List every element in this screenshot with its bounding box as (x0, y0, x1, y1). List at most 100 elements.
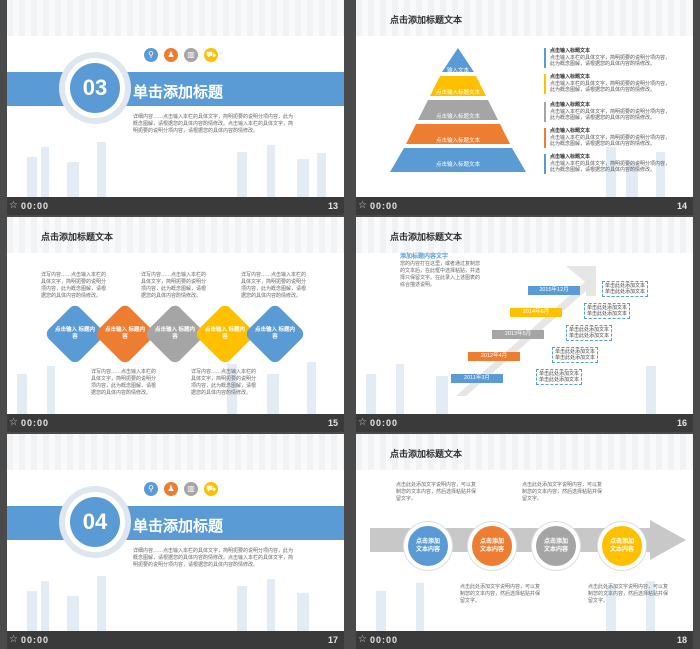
pyramid-item-text[interactable]: 点击输入标题文本 点击输入本栏的具体文字，简明扼要的说明分项内容，此为概念图解，请… (544, 74, 670, 94)
slide-thumb-15[interactable]: 点击添加标题文本 详写内容……点击输入本栏的具体文字，简明扼要的说明分项内容，此… (7, 217, 344, 432)
slide-thumb-13[interactable]: ⚲ ♟ ▥ ⛟ 单击添加标题 03 详细内容……点击输入本栏的具体文字，简明扼要… (7, 0, 344, 215)
slide-number: 16 (676, 418, 687, 428)
star-icon[interactable]: ☆ (9, 200, 18, 211)
section-title[interactable]: 单击添加标题 (133, 84, 224, 101)
pyramid-label[interactable]: 点击输入标题文本 (435, 90, 480, 96)
top-pattern (356, 0, 693, 36)
note-box[interactable]: 单击此处添加文本 单击此处添加文本 (536, 369, 583, 385)
note-box[interactable]: 单击此处添加文本 单击此处添加文本 (602, 281, 649, 297)
diamond-node[interactable]: 点击输入 标题内容 (243, 302, 307, 366)
section-number-badge: 03 (59, 52, 131, 124)
slide-title[interactable]: 点击添加标题文本 (390, 15, 463, 25)
slide-footer: ☆ 00:00 15 (7, 414, 344, 432)
star-icon[interactable]: ☆ (358, 200, 367, 211)
city-skyline (27, 576, 309, 631)
text-block[interactable]: 详写内容……点击输入本栏的具体文字，简明扼要的说明分项内容，此为概念图解，请根据… (241, 272, 307, 299)
pyramid-label[interactable]: 点击输入标题文本 (435, 162, 480, 168)
slide-footer: ☆ 00:00 16 (356, 414, 693, 432)
slide-number: 18 (676, 635, 687, 645)
process-node[interactable]: 点击添加 文本内容 (532, 522, 580, 570)
section-number: 04 (70, 497, 120, 547)
section-number: 03 (70, 63, 120, 113)
chart-icon: ▥ (184, 482, 198, 496)
slide-canvas: 点击添加标题文本 点击添加 文本内容 点击添加 文本内容 点击添加 文本内容 点… (356, 434, 693, 631)
pyramid-item-text[interactable]: 点击输入标题文本 点击输入本栏的具体文字，简明扼要的说明分项内容，此为概念图解，请… (544, 154, 670, 174)
stair-arrow (456, 266, 596, 396)
people-icon: ♟ (164, 482, 178, 496)
description-text[interactable]: 您的内容打在这里，或者通过复制您的文本后，在此框中选择粘贴，并选择只保留文字。在… (400, 261, 481, 288)
star-icon[interactable]: ☆ (9, 634, 18, 645)
car-icon: ⛟ (204, 482, 218, 496)
subtitle[interactable]: 添加标题内容文字 (400, 254, 449, 260)
section-title[interactable]: 单击添加标题 (133, 518, 224, 535)
slide-canvas: ⚲ ♟ ▥ ⛟ 单击添加标题 04 详细内容……点击输入本栏的具体文字，简明扼要… (7, 434, 344, 631)
timing-label: 00:00 (21, 201, 50, 211)
section-number-badge: 04 (59, 486, 131, 558)
pyramid-item-text[interactable]: 点击输入标题文本 点击输入本栏的具体文字，简明扼要的说明分项内容，此为概念图解，请… (544, 102, 670, 122)
slide-thumb-18[interactable]: 点击添加标题文本 点击添加 文本内容 点击添加 文本内容 点击添加 文本内容 点… (356, 434, 693, 649)
note-box[interactable]: 单击此处添加文本 单击此处添加文本 (566, 325, 613, 341)
slide-number: 15 (327, 418, 338, 428)
city-skyline (27, 142, 326, 197)
timeline-step[interactable]: 2015年12月 (528, 286, 580, 295)
slide-title[interactable]: 点击添加标题文本 (390, 232, 463, 242)
car-icon: ⛟ (204, 48, 218, 62)
timeline-step[interactable]: 2013年5月 (492, 330, 544, 339)
city-skyline (366, 364, 656, 414)
pyramid-item-text[interactable]: 点击输入标题文本 点击输入本栏的具体文字，简明扼要的说明分项内容，此为概念图解，请… (544, 128, 670, 148)
slide-canvas: 点击添加标题文本 添加标题内容文字 您的内容打在这里，或者通过复制您的文本后，在… (356, 217, 693, 414)
city-skyline (376, 581, 655, 631)
slide-number: 13 (327, 201, 338, 211)
text-block[interactable]: 详写内容……点击输入本栏的具体文字，简明扼要的说明分项内容，此为概念图解，请根据… (41, 272, 107, 299)
callout-text[interactable]: 点击此处添加文字说明内容，可以复制您的文本内容，然后选择粘贴并保留文字。 (396, 482, 477, 502)
slide-title[interactable]: 点击添加标题文本 (390, 449, 463, 459)
slide-canvas: 点击添加标题文本 输入文本 点击输入标题文本 点击输入标题文本 点击输入标题文本… (356, 0, 693, 197)
slide-footer: ☆ 00:00 14 (356, 197, 693, 215)
callout-text[interactable]: 点击此处添加文字说明内容，可以复制您的文本内容，然后选择粘贴并保留文字。 (460, 584, 541, 604)
pyramid-label[interactable]: 点击输入标题文本 (435, 114, 480, 120)
title-band: 单击添加标题 (7, 72, 344, 106)
timeline-step[interactable]: 2012年4月 (468, 352, 520, 361)
slide-canvas: 点击添加标题文本 详写内容……点击输入本栏的具体文字，简明扼要的说明分项内容，此… (7, 217, 344, 414)
timeline-step[interactable]: 2014年6月 (510, 308, 562, 317)
timing-label: 00:00 (370, 418, 399, 428)
bike-icon: ⚲ (144, 48, 158, 62)
process-node[interactable]: 点击添加 文本内容 (468, 522, 516, 570)
pyramid-item-text[interactable]: 点击输入标题文本 点击输入本栏的具体文字，简明扼要的说明分项内容，此为概念图解，请… (544, 48, 670, 68)
pyramid-label[interactable]: 点击输入标题文本 (435, 138, 480, 144)
process-node[interactable]: 点击添加 文本内容 (598, 522, 646, 570)
slide-footer: ☆ 00:00 18 (356, 631, 693, 649)
callout-text[interactable]: 点击此处添加文字说明内容，可以复制您的文本内容，然后选择粘贴并保留文字。 (522, 482, 603, 502)
text-block[interactable]: 详写内容……点击输入本栏的具体文字，简明扼要的说明分项内容，此为概念图解，请根据… (91, 369, 157, 396)
timing-label: 00:00 (370, 635, 399, 645)
section-body-text[interactable]: 详细内容……点击输入本栏的具体文字，简明扼要的说明分项内容，此为概念图解，请根据… (133, 548, 294, 568)
text-block[interactable]: 详写内容……点击输入本栏的具体文字，简明扼要的说明分项内容，此为概念图解，请根据… (191, 369, 257, 396)
timeline-step[interactable]: 2011年3月 (451, 374, 503, 383)
chart-icon: ▥ (184, 48, 198, 62)
process-node[interactable]: 点击添加 文本内容 (404, 522, 452, 570)
timing-label: 00:00 (21, 418, 50, 428)
slide-footer: ☆ 00:00 17 (7, 631, 344, 649)
timing-label: 00:00 (370, 201, 399, 211)
slide-thumb-17[interactable]: ⚲ ♟ ▥ ⛟ 单击添加标题 04 详细内容……点击输入本栏的具体文字，简明扼要… (7, 434, 344, 649)
star-icon[interactable]: ☆ (9, 417, 18, 428)
city-skyline (17, 362, 316, 414)
slide-footer: ☆ 00:00 13 (7, 197, 344, 215)
people-icon: ♟ (164, 48, 178, 62)
pyramid-diagram (390, 48, 526, 172)
slide-thumb-16[interactable]: 点击添加标题文本 添加标题内容文字 您的内容打在这里，或者通过复制您的文本后，在… (356, 217, 693, 432)
text-block[interactable]: 详写内容……点击输入本栏的具体文字，简明扼要的说明分项内容，此为概念图解，请根据… (141, 272, 207, 299)
star-icon[interactable]: ☆ (358, 417, 367, 428)
note-box[interactable]: 单击此处添加文本 单击此处添加文本 (552, 347, 599, 363)
callout-text[interactable]: 点击此处添加文字说明内容，可以复制您的文本内容，然后选择粘贴并保留文字。 (588, 584, 669, 604)
section-body-text[interactable]: 详细内容……点击输入本栏的具体文字，简明扼要的说明分项内容，此为概念图解，请根据… (133, 114, 294, 134)
slide-thumb-14[interactable]: 点击添加标题文本 输入文本 点击输入标题文本 点击输入标题文本 点击输入标题文本… (356, 0, 693, 215)
slide-title[interactable]: 点击添加标题文本 (41, 232, 114, 242)
bike-icon: ⚲ (144, 482, 158, 496)
slide-number: 17 (327, 635, 338, 645)
title-band: 单击添加标题 (7, 506, 344, 540)
pyramid-label[interactable]: 输入文本 (446, 68, 469, 74)
slide-number: 14 (676, 201, 687, 211)
star-icon[interactable]: ☆ (358, 634, 367, 645)
note-box[interactable]: 单击此处添加文本 单击此处添加文本 (584, 303, 631, 319)
